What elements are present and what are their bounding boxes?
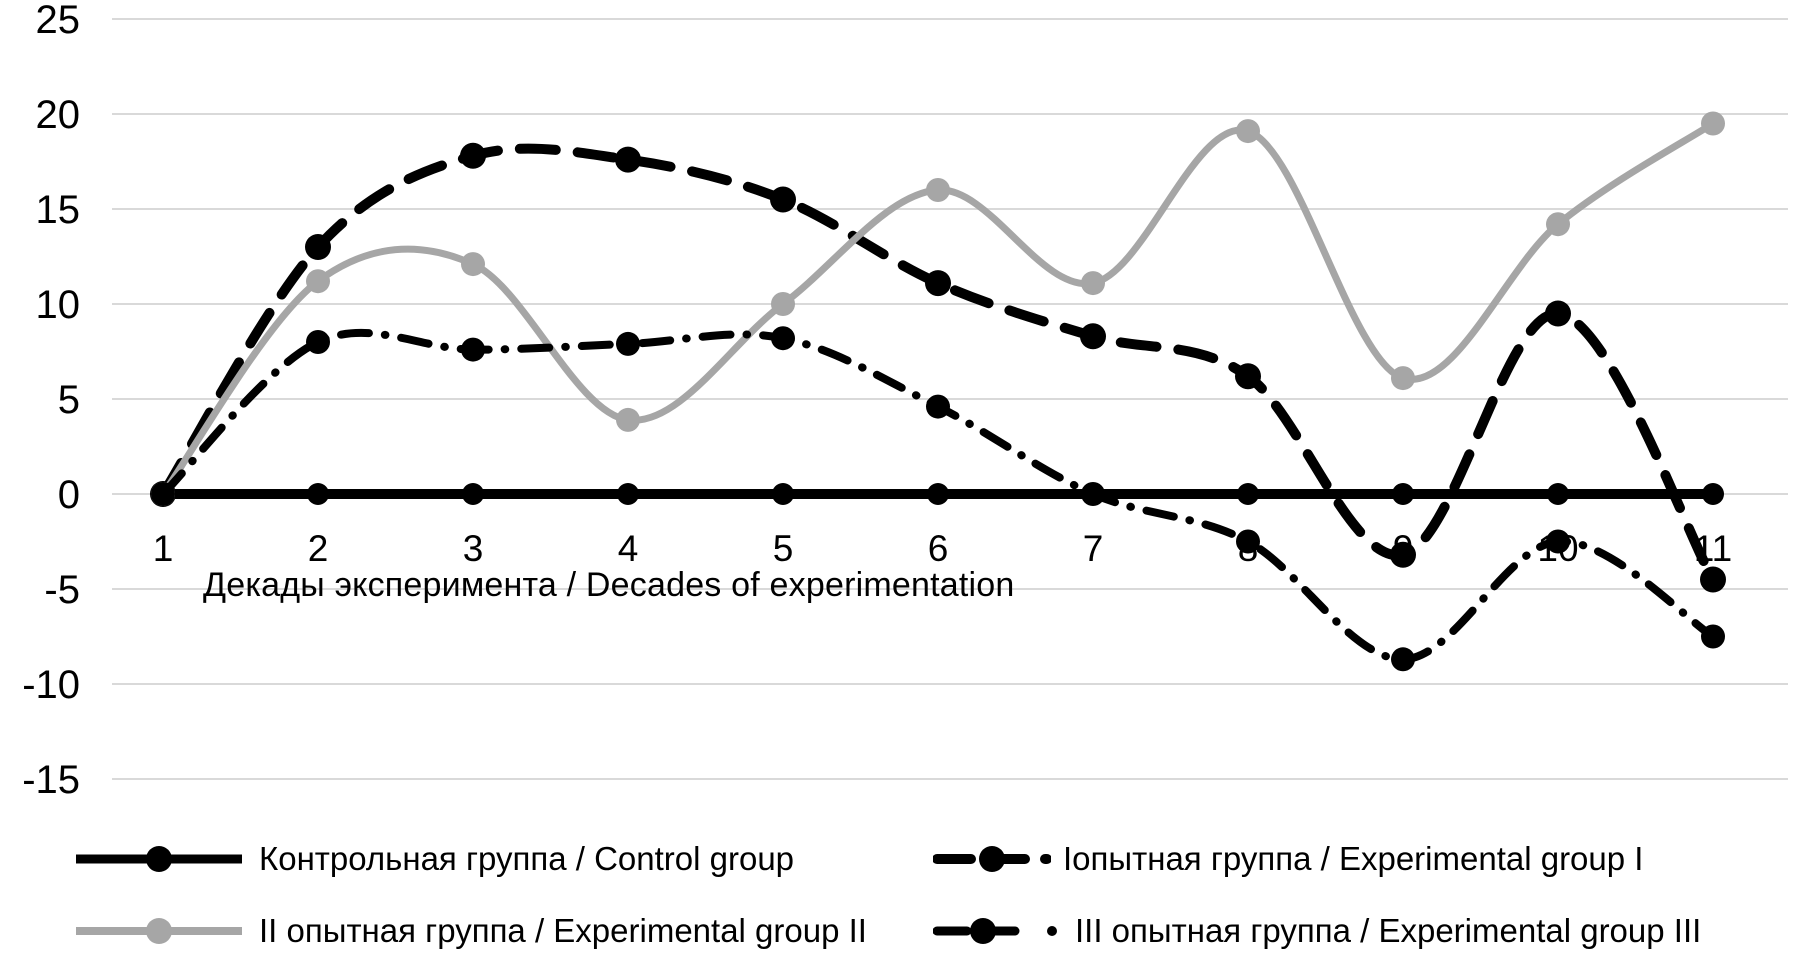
data-point-marker-series-2 [1236,119,1260,144]
legend-item-experimental-group-3: III опытная группа / Experimental group … [933,908,1701,954]
data-point-marker-series-2 [461,252,485,277]
x-tick-label-6: 6 [928,528,949,569]
data-point-marker-series-0 [1237,483,1259,505]
data-point-marker-series-3 [771,326,795,351]
data-point-marker-series-2 [926,178,950,202]
legend-item-experimental-group-1: Iопытная группа / Experimental group I [933,836,1643,882]
data-point-marker-series-3 [926,394,950,419]
y-tick-label: -5 [44,568,80,612]
legend-key-solid-line-icon [76,846,242,872]
legend-label-experimental-group-1: Iопытная группа / Experimental group I [1063,840,1644,877]
y-tick-label: 0 [58,473,80,517]
data-point-marker-series-2 [771,292,795,316]
legend-item-control-group: Контрольная группа / Control group [72,836,794,882]
y-tick-label: 15 [36,188,81,232]
data-point-marker-series-0 [772,483,794,505]
x-tick-label-2: 2 [308,528,329,569]
data-point-marker-series-0 [462,483,484,505]
x-tick-label-5: 5 [773,528,794,569]
data-point-marker-series-0 [927,483,949,505]
data-point-marker-series-0 [1702,483,1724,505]
data-point-marker-series-2 [1701,111,1725,136]
data-point-marker-series-0 [1392,483,1414,505]
data-point-marker-series-1 [1080,323,1106,350]
data-point-marker-series-1 [1390,541,1416,568]
legend-label-experimental-group-2: II опытная группа / Experimental group I… [259,912,867,949]
data-point-marker-series-2 [1546,212,1570,237]
data-point-marker-series-3 [151,482,175,506]
data-point-marker-series-1 [305,234,331,260]
data-point-marker-series-0 [617,483,639,505]
y-tick-label: -15 [22,758,80,802]
x-tick-label-7: 7 [1083,528,1104,569]
y-tick-label: -10 [22,663,80,707]
data-point-marker-series-1 [1235,363,1261,390]
legend-key-dashed-line-icon [933,846,1051,872]
data-point-marker-series-1 [1700,566,1726,593]
y-tick-label: 5 [58,378,80,422]
x-tick-label-3: 3 [463,528,484,569]
series-line-2 [159,120,1717,498]
legend-item-experimental-group-2: II опытная группа / Experimental group I… [72,908,867,954]
series-line-1 [158,143,1718,585]
data-point-marker-series-3 [306,330,330,354]
data-point-marker-series-2 [306,269,330,294]
legend-key-gray-line-icon [76,918,242,944]
x-tick-label-4: 4 [618,528,639,569]
data-point-marker-series-3 [461,337,485,362]
y-tick-label: 10 [36,283,81,327]
data-point-marker-series-1 [460,142,486,169]
data-point-marker-series-3 [1236,529,1260,554]
data-point-marker-series-2 [616,407,640,432]
x-axis-title: Декады эксперимента / Decades of experim… [203,566,1015,604]
data-point-marker-series-3 [1391,647,1415,672]
data-point-marker-series-1 [925,270,951,297]
legend-label-experimental-group-3: III опытная группа / Experimental group … [1075,912,1702,949]
data-point-marker-series-1 [615,146,641,173]
data-point-marker-series-2 [1391,366,1415,391]
data-point-marker-series-3 [1081,482,1105,506]
data-point-marker-series-0 [307,483,329,505]
data-point-marker-series-2 [1081,271,1105,296]
y-tick-label: 20 [36,93,81,137]
data-point-marker-series-3 [616,331,640,356]
data-point-marker-series-3 [1546,529,1570,554]
x-tick-label-1: 1 [153,528,174,569]
legend-key-dash-dot-line-icon [933,918,1057,944]
y-tick-label: 25 [36,0,81,42]
data-point-marker-series-0 [1547,483,1569,505]
data-point-marker-series-3 [1701,624,1725,649]
legend-label-control-group: Контрольная группа / Control group [259,840,795,877]
data-point-marker-series-1 [1545,300,1571,327]
data-point-marker-series-1 [770,186,796,213]
